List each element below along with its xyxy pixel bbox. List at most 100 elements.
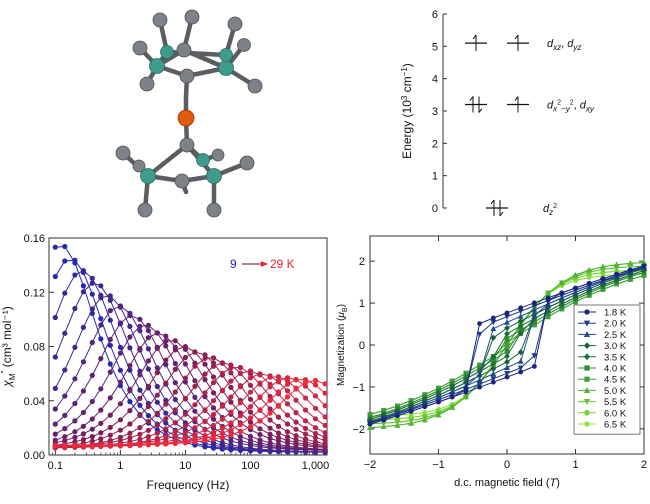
- series-line: [55, 340, 326, 448]
- data-point: [531, 303, 538, 310]
- data-point: [247, 433, 254, 439]
- carbon-atom: [227, 16, 243, 32]
- data-point: [422, 392, 428, 398]
- data-point: [182, 411, 188, 417]
- x-tick-label: 1: [572, 459, 578, 471]
- legend-label: 6.5 K: [604, 420, 627, 431]
- data-point: [228, 365, 234, 371]
- data-point: [163, 380, 169, 386]
- data-point: [127, 430, 133, 436]
- energy-ticks: 0 1 2 3 4 5 6: [432, 9, 447, 215]
- data-point: [192, 431, 198, 437]
- data-point: [463, 387, 469, 393]
- data-point: [267, 417, 273, 423]
- data-point: [228, 420, 234, 426]
- carbon-atom: [184, 9, 200, 25]
- data-point: [145, 442, 151, 448]
- nitrogen-atom: [160, 45, 174, 59]
- carbon-atom: [247, 78, 263, 94]
- data-point: [137, 402, 143, 408]
- legend-entry: 2.5 K: [578, 330, 627, 341]
- data-point: [518, 369, 524, 375]
- data-point: [80, 442, 86, 448]
- data-point: [586, 266, 593, 273]
- data-point: [302, 418, 309, 424]
- carbon-atom: [132, 159, 146, 173]
- x-tick-label: 1,000: [302, 460, 330, 472]
- data-point: [237, 400, 243, 406]
- data-point: [267, 425, 273, 431]
- data-point: [504, 314, 510, 320]
- data-point: [504, 324, 510, 332]
- data-point: [137, 328, 143, 334]
- data-point: [228, 409, 234, 415]
- y-tick-label: 0: [359, 340, 365, 352]
- data-point: [490, 315, 496, 321]
- data-point: [98, 430, 104, 436]
- data-point: [257, 431, 263, 438]
- data-point: [600, 276, 606, 282]
- energy-tick-label: 6: [432, 9, 438, 21]
- data-point: [322, 390, 328, 396]
- x-axis-label-right: d.c. magnetic field (T): [454, 477, 560, 489]
- legend-label: 6.0 K: [604, 408, 627, 419]
- data-point: [172, 338, 178, 344]
- y-tick-label: 0.04: [24, 396, 45, 408]
- data-point: [202, 390, 208, 396]
- data-point: [312, 377, 319, 384]
- data-point: [172, 429, 178, 435]
- data-point: [80, 359, 86, 365]
- orbital-label: dx2−y2, dxy: [547, 100, 595, 114]
- data-point: [154, 441, 160, 447]
- data-point: [89, 426, 95, 432]
- data-point: [172, 347, 178, 353]
- data-point: [202, 352, 208, 358]
- series-temperature: [52, 330, 328, 452]
- data-point: [583, 387, 591, 393]
- data-point: [237, 428, 243, 435]
- data-point: [117, 367, 123, 373]
- data-point: [422, 404, 428, 410]
- data-point: [202, 377, 208, 383]
- data-point: [228, 442, 234, 448]
- data-point: [247, 382, 254, 388]
- data-point: [583, 399, 591, 405]
- data-point: [72, 418, 78, 424]
- data-point: [210, 363, 217, 369]
- data-point: [145, 418, 151, 425]
- data-point: [583, 342, 591, 349]
- data-point: [127, 399, 133, 405]
- data-point: [137, 387, 143, 393]
- data-point: [172, 433, 178, 439]
- data-point: [117, 442, 123, 448]
- data-point: [98, 407, 104, 413]
- legend-entry: 3.5 K: [578, 352, 627, 363]
- data-point: [52, 442, 58, 449]
- data-point: [52, 431, 58, 437]
- data-point: [257, 380, 263, 386]
- annotation-to: 29 K: [270, 257, 295, 271]
- data-point: [210, 390, 217, 396]
- metal-atom: [177, 109, 195, 127]
- orbital-label: dz2: [543, 203, 557, 217]
- data-point: [145, 403, 151, 409]
- data-point: [463, 375, 469, 382]
- data-point: [127, 312, 133, 319]
- orbital: [465, 34, 487, 52]
- data-point: [517, 308, 524, 315]
- data-point: [247, 404, 254, 410]
- carbon-atom: [174, 173, 190, 189]
- data-point: [172, 396, 178, 403]
- carbon-atom: [152, 12, 168, 28]
- data-point: [192, 378, 198, 384]
- data-point: [163, 401, 169, 407]
- data-point: [98, 295, 104, 301]
- data-point: [257, 394, 263, 400]
- data-point: [302, 431, 309, 437]
- data-point: [62, 290, 68, 296]
- spin-up-arrow: [472, 34, 477, 52]
- data-point: [163, 426, 169, 432]
- data-point: [182, 440, 188, 446]
- nitrogen-atom: [196, 153, 210, 167]
- data-point: [117, 320, 123, 326]
